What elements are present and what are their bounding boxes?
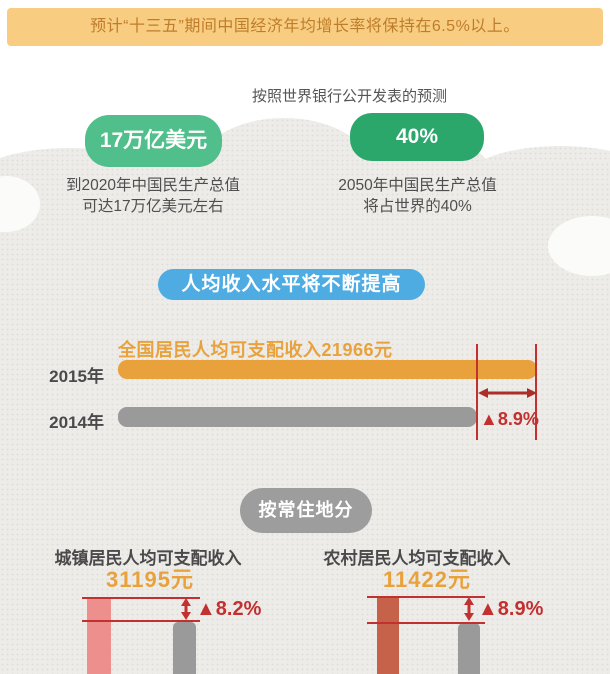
national-income-chart-title: 全国居民人均可支配收入21966元 — [118, 340, 393, 360]
urban-heading: 城镇居民人均可支配收入 — [54, 549, 242, 568]
bar-2014 — [118, 407, 477, 427]
rural-measure-line-top — [367, 596, 485, 598]
gdp-2050-badge: 40% — [350, 113, 484, 161]
caption-line: 可达17万亿美元左右 — [82, 198, 224, 215]
urban-measure-line-top — [82, 597, 200, 599]
gdp-2050-caption: 2050年中国民生产总值 将占世界的40% — [330, 175, 505, 217]
urban-2015-bar — [87, 598, 111, 674]
caption-line: 到2020年中国民生产总值 — [66, 177, 240, 194]
top-banner: 预计“十三五”期间中国经济年均增长率将保持在6.5%以上。 — [7, 8, 603, 46]
world-bank-note: 按照世界银行公开发表的预测 — [252, 88, 448, 105]
gdp-2020-badge: 17万亿美元 — [85, 115, 222, 167]
rural-measure-line-bottom — [367, 622, 485, 624]
growth-label-rural: ▲8.9% — [478, 598, 544, 620]
urban-2014-bar — [173, 622, 196, 674]
rural-2015-bar — [377, 597, 399, 674]
year-label-2015: 2015年 — [49, 367, 104, 386]
income-section-title-pill: 人均收入水平将不断提高 — [158, 269, 425, 300]
caption-line: 将占世界的40% — [363, 198, 472, 215]
leftright-arrow-icon — [478, 386, 537, 405]
white-cloud-bump — [548, 216, 610, 276]
urban-value: 31195元 — [106, 567, 194, 592]
red-measure-line-left — [476, 344, 478, 440]
growth-label-urban: ▲8.2% — [196, 598, 262, 620]
updown-arrow-icon — [179, 598, 193, 625]
gdp-2020-caption: 到2020年中国民生产总值 可达17万亿美元左右 — [48, 175, 258, 217]
by-residence-pill: 按常住地分 — [240, 488, 372, 533]
growth-label-national: ▲8.9% — [480, 409, 539, 429]
urban-measure-line-bottom — [82, 620, 200, 622]
year-label-2014: 2014年 — [49, 413, 104, 432]
rural-2014-bar — [458, 623, 480, 674]
bar-2015 — [118, 360, 537, 379]
rural-heading: 农村居民人均可支配收入 — [323, 549, 511, 568]
rural-value: 11422元 — [383, 567, 471, 592]
updown-arrow-icon — [462, 597, 476, 626]
red-measure-line-right — [535, 344, 537, 440]
cloud-main-area — [0, 162, 610, 674]
caption-line: 2050年中国民生产总值 — [338, 177, 497, 194]
